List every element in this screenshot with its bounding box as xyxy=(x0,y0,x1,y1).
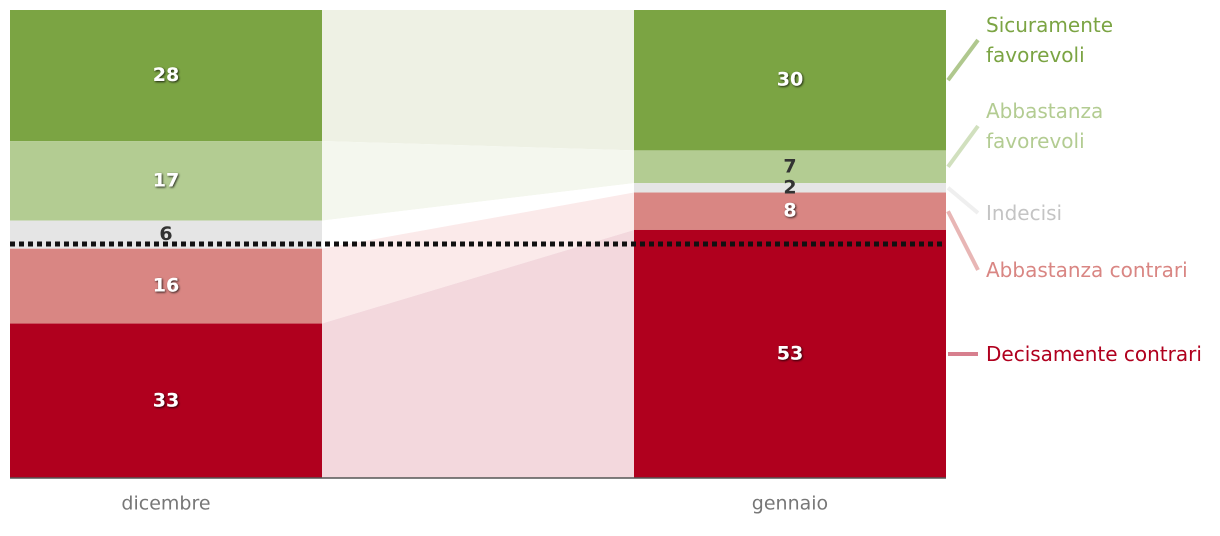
flow-band xyxy=(322,10,634,151)
flow-band xyxy=(322,229,634,478)
value-label: 17 xyxy=(153,169,179,191)
bar-segment xyxy=(634,192,946,230)
x-tick-label: dicembre xyxy=(121,493,210,515)
value-label: 30 xyxy=(777,69,803,91)
value-label: 6 xyxy=(159,223,172,245)
legend-label: Decisamente contrari xyxy=(986,342,1202,366)
bar-segment xyxy=(10,10,322,142)
legend-connector xyxy=(946,186,980,215)
flow-band xyxy=(322,192,634,324)
value-label: 53 xyxy=(777,342,803,364)
legend-label: Indecisi xyxy=(986,201,1063,225)
legend-connector xyxy=(946,38,980,82)
value-label: 28 xyxy=(153,64,179,86)
legend-label: Sicuramente favorevoli xyxy=(986,13,1114,67)
value-label: 33 xyxy=(153,389,179,411)
flow-band xyxy=(322,183,634,249)
bar-segment xyxy=(10,248,322,324)
flow-band xyxy=(322,141,634,221)
value-label: 7 xyxy=(783,155,796,177)
bar-segment xyxy=(10,323,322,478)
legend-label: Abbastanza favorevoli xyxy=(986,99,1104,153)
bar-segment xyxy=(634,150,946,184)
bar-segment xyxy=(634,183,946,193)
legend-label: Abbastanza contrari xyxy=(986,258,1188,282)
x-tick-label: gennaio xyxy=(752,493,828,515)
bar-segment xyxy=(10,141,322,221)
bar-segment xyxy=(634,229,946,478)
legend-connector xyxy=(946,124,980,168)
bar-segment xyxy=(634,10,946,151)
value-label: 8 xyxy=(783,200,796,222)
value-label: 2 xyxy=(783,176,796,198)
value-label: 16 xyxy=(153,275,179,297)
legend-connector xyxy=(946,210,980,271)
